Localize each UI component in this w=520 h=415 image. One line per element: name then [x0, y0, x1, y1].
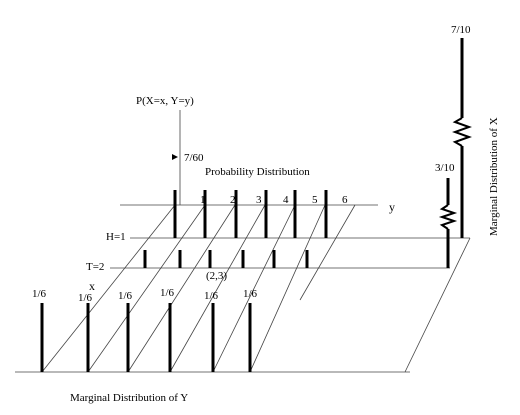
y-tick: 4 [283, 194, 289, 206]
marginal-x-label: 3/10 [435, 162, 455, 174]
axis-label: P(X=x, Y=y) [136, 95, 194, 107]
point-label: (2,3) [206, 270, 227, 282]
joint-bars-row-1 [173, 190, 328, 238]
peak-label: 7/60 [184, 152, 204, 164]
row-label: H=1 [106, 231, 126, 243]
marginal-y-label: 1/6 [243, 288, 258, 300]
row-label: T=2 [86, 261, 104, 273]
marginal-y-label: 1/6 [78, 292, 93, 304]
y-tick: 1 [200, 194, 206, 206]
x-axis-label: x [89, 279, 95, 293]
marginal-y-title: Marginal Distribution of Y [70, 392, 188, 404]
marginal-x-title: Marginal Distribution of X [488, 117, 500, 236]
title: Probability Distribution [205, 166, 310, 178]
marginal-y-label: 1/6 [32, 288, 47, 300]
pointer [172, 154, 178, 160]
marginal-y-label: 1/6 [204, 290, 219, 302]
marginal-x-bars [438, 38, 472, 268]
marginal-y-label: 1/6 [160, 287, 175, 299]
y-tick: 5 [312, 194, 318, 206]
y-tick: 6 [342, 194, 348, 206]
marginal-x-label: 7/10 [451, 24, 471, 36]
marginal-y-label: 1/6 [118, 290, 133, 302]
y-tick: 2 [230, 194, 236, 206]
grid-lines [15, 110, 471, 373]
y-axis-label: y [389, 200, 395, 214]
y-tick: 3 [256, 194, 262, 206]
joint-bars-row-2 [143, 250, 309, 268]
marginal-y-bars [40, 303, 252, 372]
